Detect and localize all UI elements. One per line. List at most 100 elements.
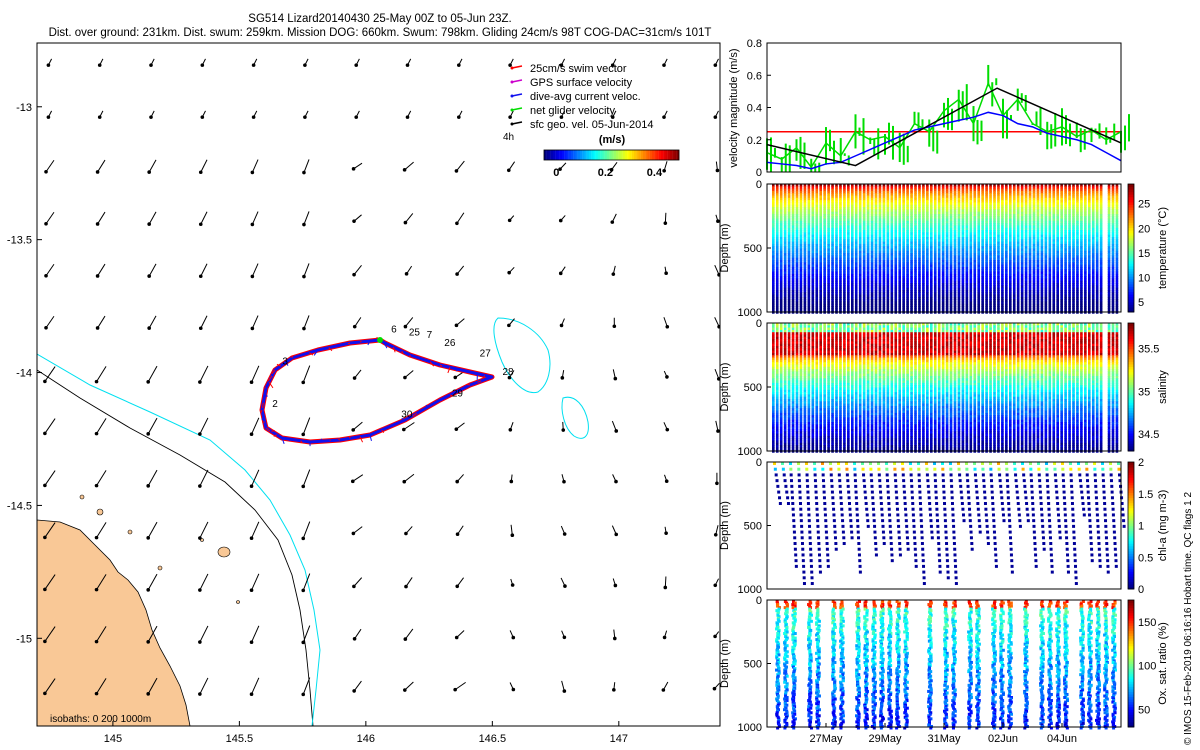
geo-arrow-head	[715, 481, 719, 486]
temperature-sample	[795, 209, 799, 213]
temperature-sample	[858, 232, 862, 236]
temperature-sample	[902, 223, 905, 227]
temperature-sample	[878, 241, 882, 245]
temperature-sample	[945, 301, 949, 305]
temperature-sample	[787, 289, 791, 293]
temperature-sample	[807, 289, 811, 293]
temperature-sample	[1009, 289, 1012, 293]
temperature-sample	[807, 248, 811, 252]
temperature-sample	[1072, 239, 1075, 243]
temperature-sample	[906, 294, 909, 298]
temperature-sample	[910, 223, 913, 227]
temperature-sample	[1028, 227, 1032, 231]
temperature-sample	[823, 204, 826, 208]
temperature-sample	[882, 216, 886, 220]
temperature-sample	[851, 255, 854, 259]
geo-arrow-head	[198, 170, 203, 175]
temperature-sample	[847, 255, 850, 259]
temperature-sample	[997, 195, 1000, 199]
temperature-sample	[775, 255, 779, 259]
temperature-sample	[902, 204, 905, 208]
temperature-sample	[1009, 223, 1012, 227]
temperature-sample	[894, 283, 898, 287]
geo-arrow-head	[303, 115, 307, 119]
temperature-sample	[1001, 253, 1004, 257]
temperature-sample	[1005, 197, 1008, 201]
geo-arrow-head	[251, 115, 256, 119]
geo-arrow	[199, 365, 209, 383]
temperature-sample	[961, 278, 965, 282]
temperature-sample	[827, 227, 830, 231]
temperature-sample	[997, 236, 1000, 240]
temperature-sample	[1060, 262, 1063, 266]
temperature-sample	[922, 269, 925, 273]
temperature-sample	[1024, 239, 1028, 243]
temperature-sample	[993, 193, 996, 197]
temperature-sample	[1009, 278, 1012, 282]
temperature-sample	[1005, 239, 1008, 243]
temperature-sample	[902, 227, 905, 231]
temperature-sample	[819, 287, 822, 291]
temperature-sample	[953, 257, 957, 261]
temperature-sample	[835, 301, 838, 305]
temperature-sample	[1032, 227, 1036, 231]
island	[127, 529, 133, 535]
temperature-sample	[957, 230, 961, 234]
temperature-sample	[969, 211, 973, 215]
temperature-sample	[926, 285, 929, 289]
temperature-sample	[890, 230, 894, 234]
temperature-sample	[811, 243, 815, 247]
temperature-sample	[791, 239, 795, 243]
temperature-sample	[922, 239, 925, 243]
colorbar-cell	[672, 150, 675, 160]
temperature-sample	[965, 200, 969, 204]
track-label: 6	[391, 325, 397, 336]
temperature-sample	[1036, 200, 1040, 204]
temperature-sample	[969, 190, 973, 194]
temperature-sample	[886, 248, 890, 252]
temperature-sample	[993, 248, 996, 252]
temperature-sample	[910, 213, 913, 217]
temperature-sample	[851, 287, 854, 291]
temperature-sample	[1032, 294, 1036, 298]
temperature-sample	[930, 243, 933, 247]
temperature-sample	[914, 269, 917, 273]
temperature-sample	[827, 236, 830, 240]
temperature-sample	[1032, 200, 1036, 204]
legend-swatch	[511, 65, 523, 69]
temperature-sample	[1009, 232, 1012, 236]
temperature-sample	[1009, 243, 1012, 247]
temperature-sample	[910, 200, 913, 204]
temperature-sample	[933, 280, 937, 284]
temperature-sample	[1048, 211, 1052, 215]
temperature-sample	[1036, 273, 1040, 277]
temperature-sample	[862, 280, 866, 284]
temperature-sample	[902, 211, 905, 215]
temperature-sample	[866, 239, 870, 243]
temperature-sample	[1076, 193, 1079, 197]
track-vector	[291, 355, 294, 359]
temperature-sample	[807, 273, 811, 277]
temperature-sample	[803, 200, 807, 204]
temperature-sample	[1064, 225, 1067, 229]
temperature-sample	[989, 213, 992, 217]
geo-arrow	[97, 159, 106, 173]
temperature-sample	[1020, 213, 1024, 217]
temperature-sample	[945, 299, 949, 303]
temperature-sample	[910, 264, 913, 268]
temperature-sample	[779, 241, 783, 245]
temperature-sample	[854, 204, 858, 208]
temperature-sample	[870, 306, 874, 310]
temperature-sample	[969, 197, 973, 201]
temperature-sample	[906, 248, 909, 252]
temperature-sample	[851, 285, 854, 289]
temperature-sample	[799, 310, 803, 314]
temperature-sample	[874, 243, 878, 247]
temperature-sample	[997, 204, 1000, 208]
temperature-sample	[1056, 283, 1059, 287]
temperature-sample	[819, 308, 822, 312]
geo-arrow-head	[560, 376, 565, 380]
temperature-sample	[803, 207, 807, 211]
temperature-sample	[1032, 301, 1036, 305]
temperature-sample	[1068, 195, 1071, 199]
